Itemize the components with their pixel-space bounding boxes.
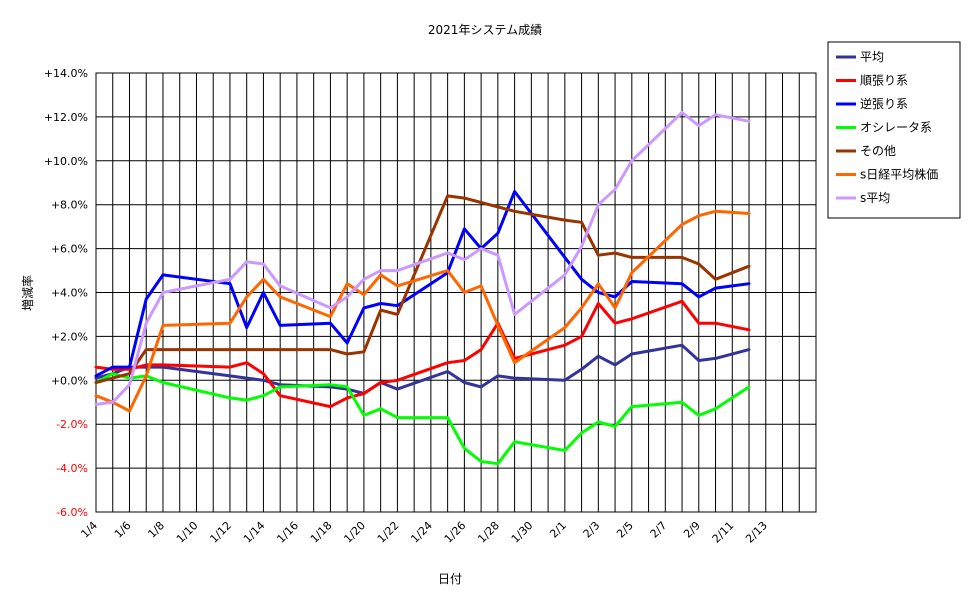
x-tick-label: 2/7 — [648, 519, 670, 541]
x-tick-label: 1/22 — [375, 519, 402, 546]
x-tick-label: 2/1 — [547, 519, 569, 541]
legend-label: 平均 — [860, 50, 884, 64]
y-tick-label: -4.0% — [56, 462, 88, 475]
x-axis-title: 日付 — [438, 572, 462, 586]
y-tick-label: -2.0% — [56, 418, 88, 431]
legend-label: s平均 — [860, 191, 890, 205]
x-tick-label: 1/24 — [408, 519, 435, 546]
legend-label: s日経平均株価 — [860, 167, 938, 182]
x-tick-label: 1/12 — [207, 519, 234, 546]
y-tick-label: +6.0% — [51, 243, 88, 256]
series-line-4 — [94, 372, 751, 466]
legend-label: 逆張り系 — [860, 96, 908, 111]
y-tick-label: +12.0% — [44, 111, 88, 124]
plot-area: +14.0% +12.0% +10.0% +8.0% +6.0% +4.0% +2.0% +0… — [44, 67, 817, 546]
x-tick-label: 1/28 — [475, 519, 502, 546]
x-tick-label: 1/18 — [308, 519, 335, 546]
series-line-7 — [94, 111, 751, 406]
y-tick-label: -6.0% — [56, 506, 88, 519]
y-tick-label: +4.0% — [51, 287, 88, 300]
x-tick-label: 2/3 — [581, 519, 603, 541]
series-line-6 — [94, 209, 751, 413]
x-tick-label: 1/14 — [241, 519, 268, 546]
series-line-1 — [94, 343, 751, 395]
x-tick-label: 1/30 — [509, 519, 536, 546]
y-tick-label: +8.0% — [51, 199, 88, 212]
x-tick-label: 2/11 — [710, 519, 737, 546]
series-line-2 — [94, 299, 751, 409]
y-tick-label: +0.0% — [51, 374, 88, 387]
plot-border — [95, 72, 817, 513]
x-tick-label: 2/13 — [743, 519, 770, 546]
x-tick-label: 2/9 — [681, 519, 703, 541]
x-tick-label: 1/16 — [274, 519, 301, 546]
series-line-5 — [94, 194, 751, 384]
x-tick-label: 1/4 — [78, 519, 100, 541]
x-tick-label: 1/10 — [174, 519, 201, 546]
y-tick-label: +14.0% — [44, 67, 88, 80]
x-tick-label: 1/20 — [341, 519, 368, 546]
legend-label: 順張り系 — [860, 74, 908, 88]
chart-title: 2021年システム成績 — [428, 23, 542, 37]
x-tick-label: 1/8 — [145, 519, 167, 541]
legend-box — [827, 41, 961, 219]
y-tick-label: +10.0% — [44, 155, 88, 168]
x-tick-label: 1/26 — [442, 519, 469, 546]
legend-label: オシレータ系 — [860, 121, 932, 135]
legend-label: その他 — [860, 144, 896, 158]
x-tick-label: 1/6 — [112, 519, 134, 541]
y-axis-title: 増減率 — [20, 275, 35, 311]
y-tick-label: +2.0% — [51, 330, 88, 343]
x-tick-label: 2/5 — [614, 519, 636, 541]
